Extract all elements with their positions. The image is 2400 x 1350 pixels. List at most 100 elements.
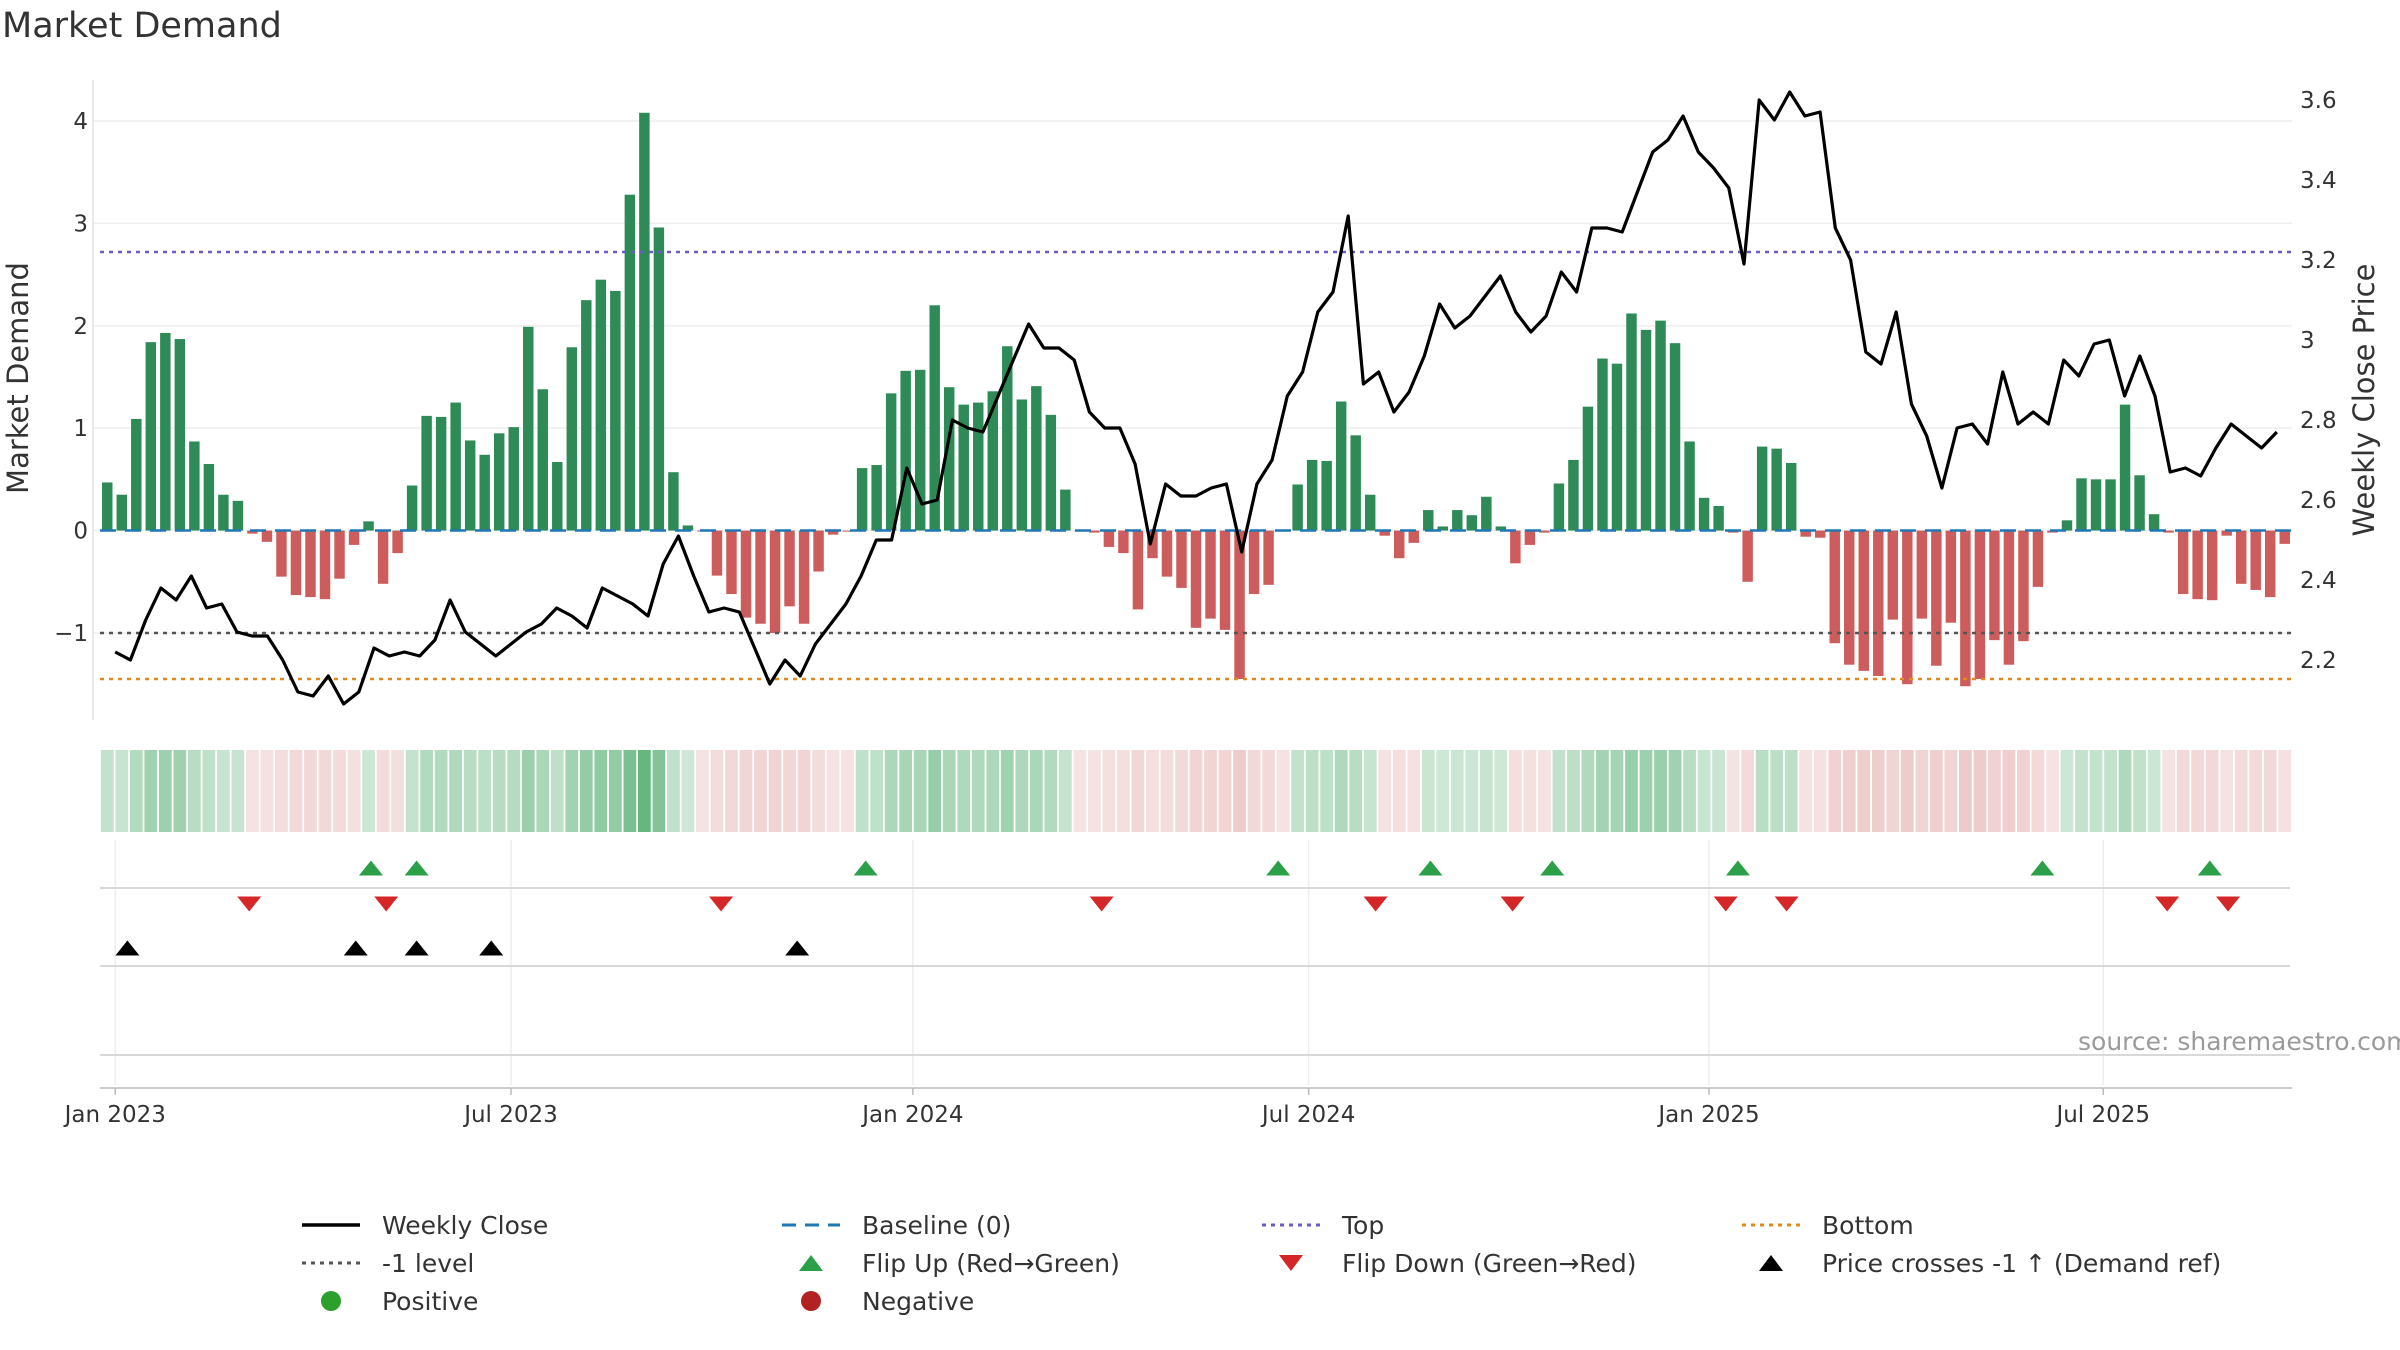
demand-bar xyxy=(450,402,461,531)
heat-cell xyxy=(986,750,1000,832)
heat-cell xyxy=(1828,750,1842,832)
flip-up-marker xyxy=(1540,860,1565,876)
heat-cell xyxy=(2017,750,2030,832)
y-right-tick-label: 3.6 xyxy=(2300,88,2337,114)
heat-cell xyxy=(783,750,796,832)
demand-bar xyxy=(1902,530,1913,685)
flip-down-marker xyxy=(1089,896,1114,912)
demand-bar xyxy=(1698,497,1710,531)
demand-bar xyxy=(1568,459,1579,531)
demand-bar xyxy=(1495,526,1507,531)
demand-bar xyxy=(1452,510,1463,531)
price-cross-marker xyxy=(785,940,810,956)
flip-up-marker xyxy=(1266,860,1291,876)
demand-bar xyxy=(856,468,868,531)
y-right-tick-label: 3 xyxy=(2300,328,2315,354)
legend-item: -1 level xyxy=(300,1248,474,1278)
legend-label: Baseline (0) xyxy=(862,1210,1012,1240)
demand-bar xyxy=(1205,530,1216,619)
demand-bar xyxy=(914,369,926,531)
y-right-tick-label: 2.4 xyxy=(2300,568,2337,594)
heat-cell xyxy=(1175,750,1188,832)
demand-bar xyxy=(2192,530,2203,600)
heat-cell xyxy=(2263,750,2277,832)
heat-cell xyxy=(2249,750,2263,832)
heat-cell xyxy=(841,750,854,832)
heat-cell xyxy=(1596,750,1609,832)
heat-cell xyxy=(1218,750,1232,832)
heat-cell xyxy=(115,750,129,832)
heat-cell xyxy=(2031,750,2045,832)
heat-cell xyxy=(2089,750,2103,832)
heat-cell xyxy=(942,750,956,832)
demand-bar xyxy=(2105,479,2116,531)
demand-bar xyxy=(2076,478,2087,531)
heat-cell xyxy=(289,750,303,832)
flip-up-marker xyxy=(358,860,383,876)
flip-up-marker xyxy=(404,860,429,876)
heat-cell xyxy=(1392,750,1406,832)
demand-bar xyxy=(943,387,955,531)
demand-bar xyxy=(1785,462,1797,531)
heat-cell xyxy=(1900,750,1914,832)
demand-bar xyxy=(624,194,636,531)
heat-cell xyxy=(173,750,187,832)
heat-cell xyxy=(434,750,448,832)
x-tick-label: Jan 2024 xyxy=(860,1102,963,1128)
heat-cell xyxy=(855,750,869,832)
demand-bar xyxy=(1582,406,1594,531)
heat-cell xyxy=(870,750,884,832)
heat-cell xyxy=(1929,750,1943,832)
demand-bar xyxy=(435,416,447,531)
demand-bar xyxy=(2148,514,2160,531)
demand-bar xyxy=(2221,530,2232,536)
demand-bar xyxy=(711,530,723,576)
demand-bar xyxy=(1916,530,1928,619)
y-right-tick-label: 2.8 xyxy=(2300,408,2337,434)
demand-bar xyxy=(682,525,694,531)
heat-cell xyxy=(1712,750,1725,832)
source-label: source: sharemaestro.com xyxy=(2078,1027,2400,1056)
demand-bar xyxy=(1974,530,1986,680)
heat-cell xyxy=(1625,750,1638,832)
heat-cell xyxy=(1349,750,1363,832)
heat-cell xyxy=(1087,750,1101,832)
heat-cell xyxy=(1915,750,1929,832)
demand-bar xyxy=(1045,414,1057,531)
demand-bar xyxy=(1190,530,1202,628)
demand-bars xyxy=(102,112,2290,687)
demand-bar xyxy=(827,530,839,535)
y-left-tick-label: −1 xyxy=(54,621,88,647)
demand-bar xyxy=(1031,386,1042,531)
heat-cell xyxy=(1988,750,2001,832)
heat-cell xyxy=(637,750,651,832)
demand-bar xyxy=(1887,530,1899,620)
demand-bar xyxy=(189,441,200,531)
demand-bar xyxy=(1742,530,1753,582)
y-left-tick-label: 1 xyxy=(73,416,88,442)
demand-bar xyxy=(987,391,998,531)
price-cross-marker xyxy=(479,940,504,956)
heat-cell xyxy=(1073,750,1087,832)
demand-bar xyxy=(319,530,331,600)
tick-labels: −1 0 1 2 3 4 2.2 2.4 2.6 2.8 3 3.2 3.4 3.6 Jan 2023 Jul… xyxy=(54,88,2336,1128)
heat-cell xyxy=(579,750,593,832)
heat-cell xyxy=(2162,750,2175,832)
heat-cell xyxy=(652,750,666,832)
demand-bar xyxy=(203,464,215,531)
heat-cell xyxy=(1770,750,1784,832)
legend-swatch-icon xyxy=(1262,1223,1320,1227)
demand-bar xyxy=(479,454,490,531)
demand-bar xyxy=(1161,530,1173,577)
demand-bar xyxy=(900,370,911,531)
heat-cell xyxy=(1233,750,1246,832)
demand-bar xyxy=(1931,530,1942,666)
flip-down-marker xyxy=(1774,896,1799,912)
demand-bar xyxy=(2032,530,2044,587)
heat-cell xyxy=(2278,750,2292,832)
demand-bar xyxy=(726,530,737,595)
heat-cell xyxy=(1146,750,1159,832)
demand-bar xyxy=(160,332,171,531)
heat-cell xyxy=(667,750,680,832)
heat-cell xyxy=(2104,750,2117,832)
